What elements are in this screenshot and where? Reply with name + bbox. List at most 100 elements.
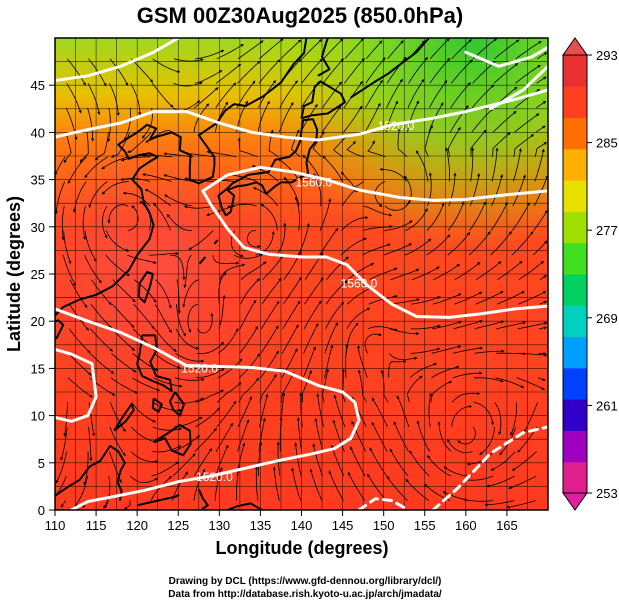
x-axis-title: Longitude (degrees) xyxy=(215,538,388,558)
streamline xyxy=(215,422,233,452)
streamline xyxy=(486,475,515,488)
streamline xyxy=(260,203,278,231)
height-contour xyxy=(55,38,180,82)
streamline xyxy=(517,321,548,330)
streamline xyxy=(347,263,375,281)
height-contour xyxy=(431,425,548,510)
streamline xyxy=(357,345,368,378)
streamline xyxy=(194,69,223,84)
height-contour xyxy=(489,64,548,111)
streamline xyxy=(387,40,404,60)
streamline xyxy=(475,291,504,305)
streamline xyxy=(484,500,515,507)
coastline xyxy=(197,488,209,510)
streamline xyxy=(430,380,453,403)
streamline xyxy=(325,280,348,305)
streamline xyxy=(380,369,389,403)
streamline xyxy=(333,394,346,428)
streamline xyxy=(174,377,205,382)
streamline xyxy=(101,156,130,170)
colorbar-frame xyxy=(562,54,588,494)
streamline xyxy=(153,202,171,231)
streamline xyxy=(303,300,322,329)
streamline xyxy=(371,421,388,452)
streamline xyxy=(141,153,173,158)
streamline xyxy=(469,201,486,231)
streamline xyxy=(133,303,155,330)
y-tick-label: 20 xyxy=(31,314,45,329)
streamline xyxy=(452,371,483,379)
streamline xyxy=(449,105,469,133)
streamline xyxy=(302,369,312,403)
streamline xyxy=(365,57,386,84)
x-tick-label: 125 xyxy=(167,518,189,533)
streamline xyxy=(364,102,381,133)
streamline xyxy=(290,129,301,158)
streamline xyxy=(55,156,66,176)
colorbar-swatch xyxy=(563,399,587,431)
streamline xyxy=(55,181,66,215)
streamline xyxy=(74,475,88,507)
streamline xyxy=(259,393,269,427)
coastline xyxy=(198,256,207,265)
streamline xyxy=(323,38,344,60)
streamline xyxy=(87,83,101,116)
streamline xyxy=(88,426,93,462)
streamline xyxy=(112,303,135,328)
streamline xyxy=(219,263,246,280)
streamline xyxy=(218,295,226,329)
streamline xyxy=(240,261,267,281)
coastline xyxy=(350,38,430,99)
coastline xyxy=(169,391,185,417)
streamline xyxy=(495,377,525,388)
streamline xyxy=(471,84,495,109)
streamline xyxy=(237,60,261,84)
streamline xyxy=(193,468,206,501)
streamline xyxy=(187,303,198,333)
streamline xyxy=(386,475,408,501)
streamline xyxy=(473,402,495,426)
streamline xyxy=(260,325,279,354)
streamline xyxy=(389,448,409,477)
y-tick-label: 15 xyxy=(31,361,45,376)
streamline xyxy=(131,377,161,392)
streamline xyxy=(301,58,323,84)
streamline xyxy=(536,76,547,84)
streamline xyxy=(326,256,349,280)
streamline xyxy=(508,475,537,490)
coastline xyxy=(217,118,319,217)
streamline xyxy=(120,177,151,182)
streamline xyxy=(408,56,428,84)
streamline xyxy=(173,81,203,87)
x-tick-label: 115 xyxy=(86,518,107,533)
streamline xyxy=(152,58,181,73)
streamline xyxy=(431,365,460,379)
streamline xyxy=(506,500,536,509)
height-contour xyxy=(357,497,410,510)
streamline xyxy=(153,377,183,388)
coastline xyxy=(151,397,163,413)
streamline xyxy=(280,371,295,403)
coastline xyxy=(227,502,263,510)
streamline xyxy=(457,426,476,445)
streamline xyxy=(217,328,239,354)
streamline xyxy=(300,103,318,133)
streamline xyxy=(107,204,129,224)
streamline xyxy=(153,352,182,369)
streamline xyxy=(474,320,505,330)
streamline xyxy=(513,134,535,157)
streamline xyxy=(183,205,214,209)
lat-lon-grid xyxy=(55,38,548,510)
streamline xyxy=(123,500,131,510)
streamline xyxy=(239,326,259,354)
streamline xyxy=(62,254,77,287)
streamline xyxy=(63,230,72,265)
streamline xyxy=(109,83,120,116)
streamline xyxy=(257,100,270,133)
chart-title: GSM 00Z30Aug2025 (850.0hPa) xyxy=(137,3,463,28)
streamline xyxy=(324,344,334,378)
streamline xyxy=(390,298,420,305)
streamline xyxy=(163,174,193,182)
streamline xyxy=(84,156,109,179)
streamline xyxy=(216,400,237,428)
